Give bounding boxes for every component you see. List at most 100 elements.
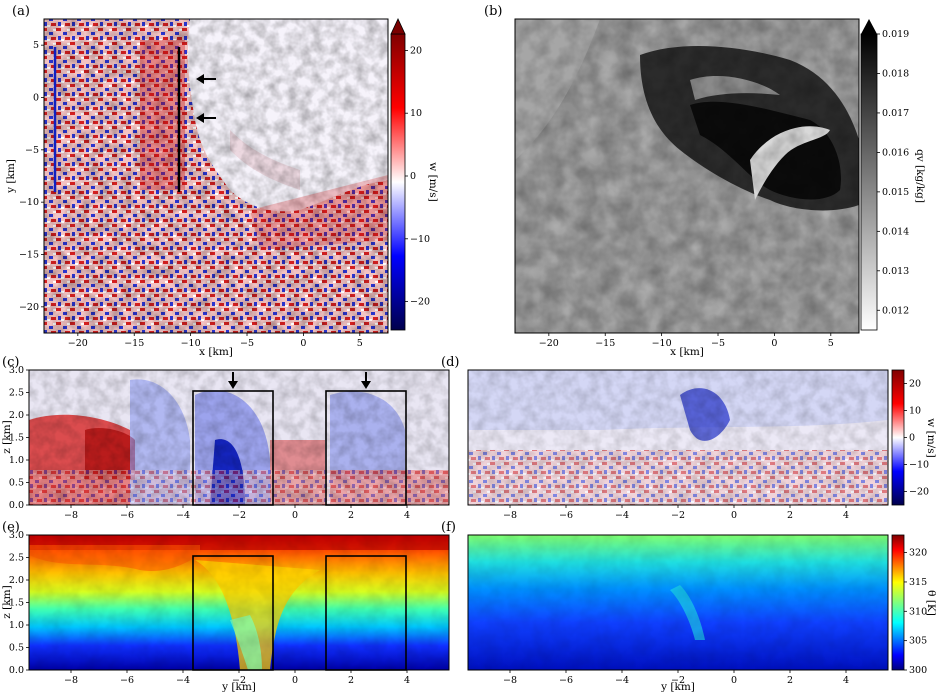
panel-b-cbar-tick-label: 0.017 xyxy=(882,108,909,119)
panel-a-colorbar-extend xyxy=(390,18,406,35)
panel-d-cbar-tick-label: 20 xyxy=(909,379,921,390)
panel-d-heatmap xyxy=(468,370,888,505)
panel-e-xtick-label: 4 xyxy=(404,675,410,686)
panel-d-xtick-label: −6 xyxy=(559,510,573,521)
panel-e-ytick-label: 1.0 xyxy=(9,620,24,631)
panel-a-xtick-label: 5 xyxy=(357,338,363,349)
panel-f-cbar-tick-label: 320 xyxy=(909,548,927,559)
panel-e-xlabel: y [km] xyxy=(221,681,256,693)
panel-d-cbar-tick-label: 0 xyxy=(909,433,915,444)
panel-f-cbar-tick-label: 310 xyxy=(909,606,927,617)
panel-a-label: (a) xyxy=(12,4,30,19)
panel-b-cbar-tick-label: 0.016 xyxy=(882,147,909,158)
panel-b-cbar-tick-label: 0.019 xyxy=(882,29,909,40)
panel-f-cbar-tick-label: 315 xyxy=(909,577,927,588)
panel-e-yticks: 3.0 2.5 2.0 1.5 1.0 0.5 0.0 xyxy=(9,530,29,676)
panel-f-colorbar-ticks: 320 315 310 305 300 xyxy=(904,548,927,676)
panel-d-colorbar xyxy=(891,369,905,506)
panel-c-heatmap xyxy=(29,370,449,505)
panel-a-cbar-tick-label: 0 xyxy=(410,171,416,182)
panel-f-xtick-label: 4 xyxy=(843,675,849,686)
panel-e-xtick-label: −8 xyxy=(64,675,78,686)
panel-a-yticks: 5 0 −5 −10 −15 −20 xyxy=(19,40,44,313)
panel-b-colorbar-label: qv [kg/kg] xyxy=(914,149,926,203)
panel-f-cbar-tick-label: 300 xyxy=(909,665,927,676)
panel-c-xtick-label: −4 xyxy=(176,510,190,521)
panel-f-xtick-label: −8 xyxy=(503,675,517,686)
panel-a-arrow-1 xyxy=(196,74,216,84)
panel-e-box-2 xyxy=(325,555,407,671)
panel-e-ylabel: z [km] xyxy=(1,585,13,618)
panel-d-xtick-label: 2 xyxy=(787,510,793,521)
panel-c-xticks: −8 −6 −4 −2 0 2 4 xyxy=(64,505,410,521)
panel-b-heatmap xyxy=(515,19,859,333)
panel-f-xtick-label: 0 xyxy=(731,675,737,686)
panel-c-label: (c) xyxy=(2,355,19,370)
panel-b-cbar-tick-label: 0.012 xyxy=(882,305,909,316)
panel-d-xtick-label: −8 xyxy=(503,510,517,521)
panel-a-frame xyxy=(43,18,389,334)
panel-d-colorbar-ticks: 20 10 0 −10 −20 xyxy=(904,379,929,498)
panel-b-cbar-tick-label: 0.015 xyxy=(882,187,909,198)
panel-f-label: (f) xyxy=(441,520,456,535)
panel-a-ytick-label: −10 xyxy=(19,197,39,208)
panel-f-xtick-label: −2 xyxy=(671,675,685,686)
panel-d-cbar-tick-label: 10 xyxy=(909,406,921,417)
panel-f-heatmap xyxy=(468,535,888,670)
panel-c-xtick-label: 0 xyxy=(292,510,298,521)
panel-f-xtick-label: 2 xyxy=(787,675,793,686)
panel-e-ytick-label: 1.5 xyxy=(9,598,24,609)
panel-c-ylabel: z [km] xyxy=(1,420,13,453)
panel-d-cbar-tick-label: −10 xyxy=(909,460,929,471)
panel-a-ytick-label: −5 xyxy=(25,145,39,156)
panel-d-xtick-label: 4 xyxy=(843,510,849,521)
panel-a-arrow-2 xyxy=(196,113,216,123)
panel-d-cbar-tick-label: −20 xyxy=(909,487,929,498)
panel-c-ytick-label: 3.0 xyxy=(9,365,24,376)
panel-c-ytick-label: 0.0 xyxy=(9,500,24,511)
panel-e-box-1 xyxy=(192,555,274,671)
panel-b-frame xyxy=(514,18,860,334)
panel-c-box-1 xyxy=(192,390,274,506)
panel-f-colorbar-label: θ [K] xyxy=(925,590,936,616)
panel-a-xticks: −20 −15 −10 −5 0 5 xyxy=(68,333,363,349)
panel-b-xtick-label: 0 xyxy=(771,338,777,349)
panel-e-ytick-label: 0.0 xyxy=(9,665,24,676)
panel-e-ytick-label: 3.0 xyxy=(9,530,24,541)
panel-c-yticks: 3.0 2.5 2.0 1.5 1.0 0.5 0.0 xyxy=(9,365,29,511)
panel-a-xlabel: x [km] xyxy=(199,346,233,358)
panel-e-xticks: −8 −6 −4 −2 0 2 4 xyxy=(64,670,410,686)
panel-f-cbar-tick-label: 305 xyxy=(909,636,927,647)
panel-e-xtick-label: −2 xyxy=(232,675,246,686)
panel-c-ytick-label: 1.5 xyxy=(9,433,24,444)
panel-d-xtick-label: −4 xyxy=(615,510,629,521)
panel-a-cbar-tick-label: 10 xyxy=(410,108,422,119)
panel-a-colorbar-label: w [m/s] xyxy=(427,162,439,201)
panel-c-xtick-label: 4 xyxy=(404,510,410,521)
panel-b-xtick-label: −20 xyxy=(539,338,559,349)
panel-c-xtick-label: −6 xyxy=(120,510,134,521)
panel-d: −8 −6 −4 −2 0 2 4 (d) 20 10 0 −10 −20 w [m/s] xyxy=(441,355,936,521)
panel-a-ytick-label: 5 xyxy=(33,40,39,51)
panel-a-colorbar-ticks: 20 10 0 −10 −20 xyxy=(405,45,430,308)
panel-e-xtick-label: −4 xyxy=(176,675,190,686)
panel-e-xtick-label: 2 xyxy=(348,675,354,686)
panel-a-ytick-label: −20 xyxy=(19,302,39,313)
panel-d-colorbar-label: w [m/s] xyxy=(925,418,936,457)
panel-a-ytick-label: −15 xyxy=(19,250,39,261)
panel-c-ytick-label: 2.0 xyxy=(9,410,24,421)
panel-b-colorbar xyxy=(860,33,878,331)
panel-e-xtick-label: 0 xyxy=(292,675,298,686)
panel-b-xtick-label: 5 xyxy=(828,338,834,349)
panel-b-label: (b) xyxy=(484,4,502,19)
panel-d-label: (d) xyxy=(441,355,459,370)
panel-b-cbar-tick-label: 0.013 xyxy=(882,266,909,277)
panel-a-cbar-tick-label: 20 xyxy=(410,45,422,56)
panel-c-ytick-label: 2.5 xyxy=(9,388,24,399)
panel-c-arrow-1 xyxy=(228,372,238,389)
panel-a-cbar-tick-label: −20 xyxy=(410,297,430,308)
panel-c-ytick-label: 0.5 xyxy=(9,478,24,489)
panel-d-xticks: −8 −6 −4 −2 0 2 4 xyxy=(503,505,849,521)
panel-e-label: (e) xyxy=(2,520,20,535)
